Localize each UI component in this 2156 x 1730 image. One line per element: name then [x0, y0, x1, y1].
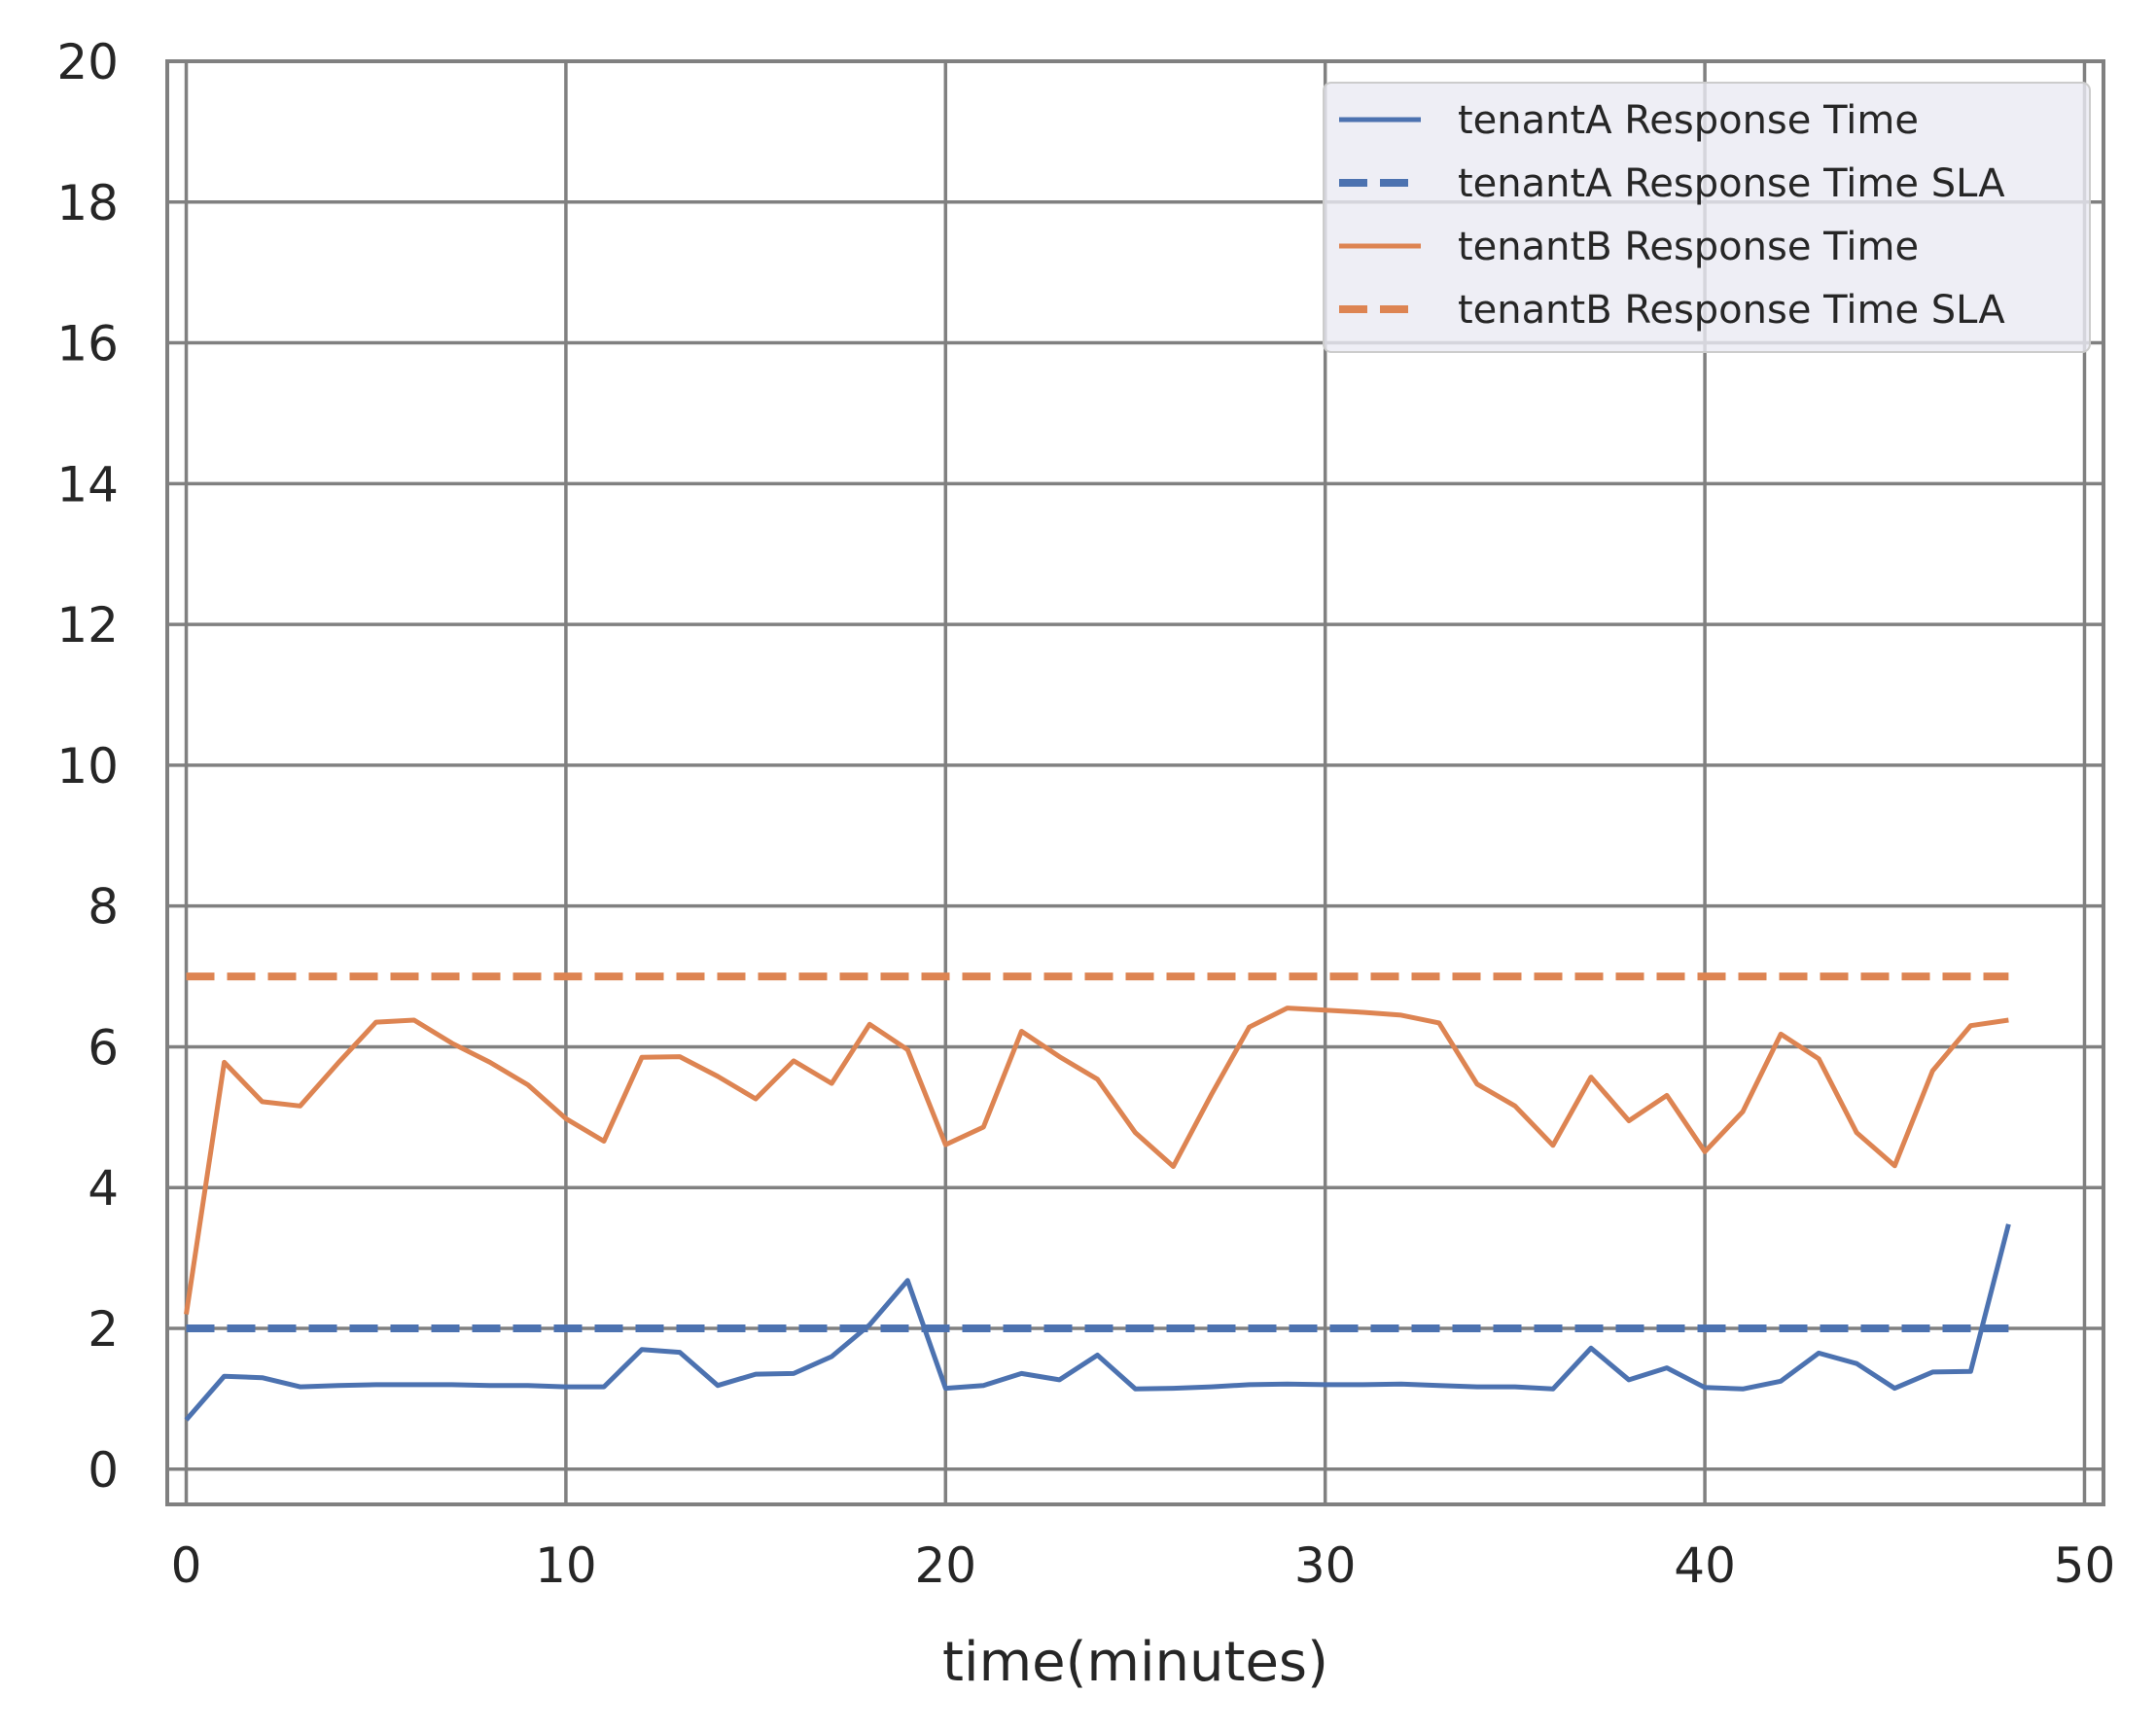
y-tick-label: 2	[88, 1301, 119, 1358]
x-axis-title: time(minutes)	[942, 1631, 1328, 1694]
legend-label: tenantA Response Time	[1458, 98, 1919, 143]
y-tick-label: 8	[88, 879, 119, 936]
x-tick-label: 20	[914, 1537, 976, 1594]
y-tick-label: 14	[56, 456, 119, 512]
y-tick-label: 6	[88, 1019, 119, 1076]
series-line-tenanta-response-time	[184, 1223, 2011, 1422]
x-tick-label: 30	[1294, 1537, 1357, 1594]
y-tick-label: 12	[56, 597, 119, 653]
legend-box	[1323, 82, 2091, 353]
legend-items: tenantA Response Time tenantA Response Ti…	[1339, 98, 2005, 333]
x-tick-label: 50	[2054, 1537, 2116, 1594]
legend: tenantA Response Time tenantA Response Ti…	[1323, 82, 2091, 353]
x-tick-label: 0	[171, 1537, 202, 1594]
legend-label: tenantB Response Time SLA	[1458, 288, 2005, 333]
x-tick-label: 40	[1674, 1537, 1736, 1594]
y-tick-label: 0	[88, 1442, 119, 1499]
y-tick-label: 4	[88, 1160, 119, 1217]
series-line-tenantb-response-time	[184, 1006, 2009, 1315]
y-tick-label: 16	[56, 316, 119, 372]
y-tick-label: 20	[56, 34, 119, 90]
series-group	[184, 972, 2011, 1422]
y-tick-label: 10	[56, 738, 119, 794]
legend-label: tenantB Response Time	[1458, 225, 1919, 269]
x-tick-label: 10	[535, 1537, 597, 1594]
legend-label: tenantA Response Time SLA	[1458, 161, 2005, 206]
tick-labels: 0 10 20 30 40 50 0 2 4 6 8 10 12 14 16 18 20	[56, 34, 2115, 1594]
plot-frame	[165, 59, 2105, 1506]
y-tick-label: 18	[56, 175, 119, 231]
